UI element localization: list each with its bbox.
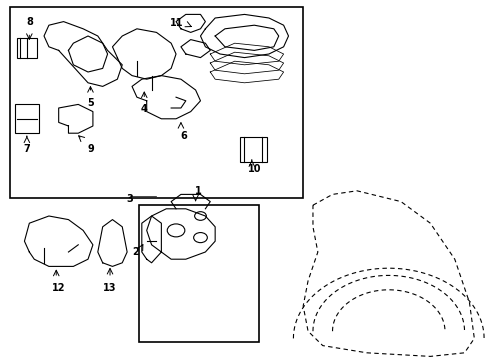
Text: 6: 6 (180, 131, 186, 141)
Text: 11: 11 (169, 18, 183, 28)
Text: 2: 2 (132, 247, 139, 257)
Text: 7: 7 (23, 144, 30, 154)
Text: 8: 8 (26, 17, 33, 27)
Text: 4: 4 (141, 104, 147, 114)
Text: 10: 10 (247, 164, 261, 174)
Text: 9: 9 (87, 144, 94, 154)
Bar (15, 104, 39, 133)
Text: 5: 5 (87, 98, 94, 108)
Text: 12: 12 (52, 283, 65, 293)
Bar (17, 38, 37, 58)
Bar (139, 205, 259, 342)
Text: 1: 1 (194, 186, 201, 196)
Bar (10, 7, 303, 198)
Text: 13: 13 (103, 283, 117, 293)
Bar (239, 137, 266, 162)
Text: 3: 3 (126, 194, 133, 204)
